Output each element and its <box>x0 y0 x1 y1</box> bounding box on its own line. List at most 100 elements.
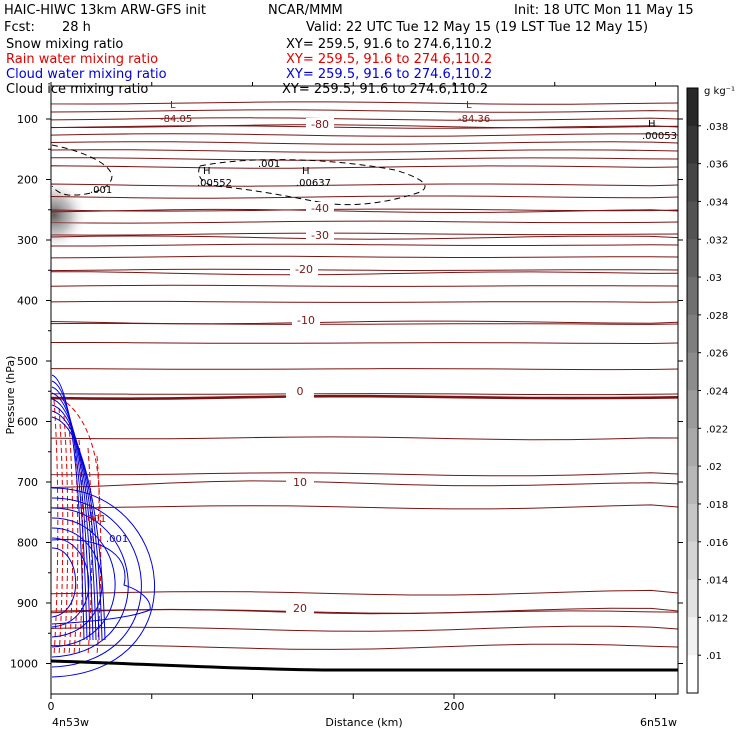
legend-rain-xy: XY= 259.5, 91.6 to 274.6,110.2 <box>286 52 492 67</box>
isotherm-label: -10 <box>297 314 315 327</box>
colorbar-segment <box>687 163 698 202</box>
init-time: Init: 18 UTC Mon 11 May 15 <box>514 3 694 18</box>
legend-cloudice-xy: XY= 259.5, 91.6 to 274.6,110.2 <box>282 82 488 97</box>
forecast-hour: 28 h <box>62 20 91 35</box>
extremum-value: .00552 <box>197 178 232 189</box>
isotherm-line <box>51 394 678 401</box>
contour-value-label: .001 <box>84 514 106 525</box>
cloudwater-contour <box>51 380 88 641</box>
isotherm-line <box>51 322 678 325</box>
y-tick-label: 800 <box>17 537 38 550</box>
x-tick-label: 0 <box>48 700 55 713</box>
plot-frame <box>50 85 679 695</box>
colorbar-segment <box>687 617 698 656</box>
rain-contour <box>53 399 59 656</box>
extremum-value: -84.05 <box>160 114 192 125</box>
isotherm-line <box>51 342 678 345</box>
colorbar-segment <box>687 277 698 316</box>
valid-time: Valid: 22 UTC Tue 12 May 15 (19 LST Tue … <box>306 20 648 35</box>
extremum-marker: H <box>203 166 211 177</box>
colorbar-segment <box>687 579 698 618</box>
isotherm-line <box>51 157 678 161</box>
isotherm-label-bg <box>286 476 314 489</box>
rain-contour <box>58 407 64 656</box>
isotherm-line <box>51 393 678 396</box>
extremum-marker: H <box>302 166 310 177</box>
x-end-location: 6n51w <box>640 716 677 729</box>
isotherm-line <box>51 243 678 247</box>
isotherm-label: 10 <box>293 476 307 489</box>
colorbar-unit: g kg⁻¹ <box>704 86 735 97</box>
isotherm-line <box>51 232 678 236</box>
x-axis: 0 200 <box>48 82 656 713</box>
colorbar-label: .032 <box>706 235 728 246</box>
isotherm-line <box>51 255 678 259</box>
isotherm-label-bg <box>286 602 314 615</box>
isotherm-line <box>51 117 678 121</box>
isotherm-line <box>51 268 678 272</box>
isotherm-line <box>51 183 678 187</box>
isotherm-label: -40 <box>311 202 329 215</box>
colorbar-segment <box>687 88 698 127</box>
extremum-value: -84.36 <box>458 114 490 125</box>
cloudwater-contour <box>51 416 106 641</box>
legend-cloudwater-name: Cloud water mixing ratio <box>6 67 167 82</box>
isotherm-label-bg <box>286 385 314 398</box>
y-tick-label: 600 <box>17 416 38 429</box>
y-axis-title: Pressure (hPa) <box>4 356 17 435</box>
y-tick-label: 200 <box>17 174 38 187</box>
extremum-value: .00637 <box>296 178 331 189</box>
isotherm-line <box>51 504 678 510</box>
cloudwater-contour <box>51 517 116 648</box>
isotherm-line <box>51 220 678 224</box>
y-tick-label: 900 <box>17 597 38 610</box>
isotherm-label-bg <box>306 229 334 242</box>
colorbar-segment <box>687 655 698 694</box>
colorbar-label: .016 <box>706 538 728 549</box>
isotherm-line <box>51 195 678 199</box>
extremum-value: .00053 <box>642 131 677 142</box>
x-tick-label: 200 <box>444 700 465 713</box>
isotherm-label-bg <box>306 118 334 131</box>
isotherm-line <box>51 133 678 137</box>
cloudwater-contour <box>51 386 91 641</box>
cloudwater-contour <box>51 539 151 625</box>
isotherm-line <box>51 165 678 169</box>
y-tick-label: 500 <box>17 355 38 368</box>
isotherm-line <box>51 149 678 153</box>
colorbar-label: .028 <box>706 311 728 322</box>
isotherm-line <box>51 109 678 113</box>
rain-contour <box>59 397 100 521</box>
cloudwater-contour <box>51 497 142 668</box>
isotherm-label: -30 <box>311 229 329 242</box>
y-tick-label: 700 <box>17 476 38 489</box>
cloudwater-contour <box>51 527 103 638</box>
colorbar-segment <box>687 466 698 505</box>
cloudice-contours <box>51 144 426 206</box>
colorbar-segment <box>687 314 698 354</box>
colorbar-segment <box>687 352 698 391</box>
contour-value-label: .001 <box>106 534 128 545</box>
colorbar-label: .022 <box>706 424 728 435</box>
colorbar-label: .038 <box>706 122 728 133</box>
colorbar-segment <box>687 201 698 240</box>
colorbar-label: .034 <box>706 197 728 208</box>
isotherm-line <box>51 625 678 632</box>
colorbar-label: .018 <box>706 500 728 511</box>
colorbar: .038 .036 .034 .032 .03 .028 .026 .024 .022 .02 .0… <box>686 87 728 694</box>
extremum-marker: H <box>648 119 656 130</box>
cloudwater-contour <box>51 547 77 618</box>
contour-value-label: .001 <box>258 159 280 170</box>
cloudwater-contours <box>51 374 155 678</box>
isotherm-line <box>51 300 678 303</box>
isotherm-label-bg <box>290 263 318 276</box>
cloudwater-contour <box>51 392 94 641</box>
contour-value-label: .001 <box>90 185 112 196</box>
colorbar-segment <box>687 541 698 581</box>
colorbar-label: .03 <box>706 273 722 284</box>
colorbar-label: .02 <box>706 462 722 473</box>
y-tick-label: 1000 <box>10 658 38 671</box>
y-tick-label: 300 <box>17 234 38 247</box>
colorbar-label: .012 <box>706 613 728 624</box>
cloudwater-contour <box>51 507 129 658</box>
